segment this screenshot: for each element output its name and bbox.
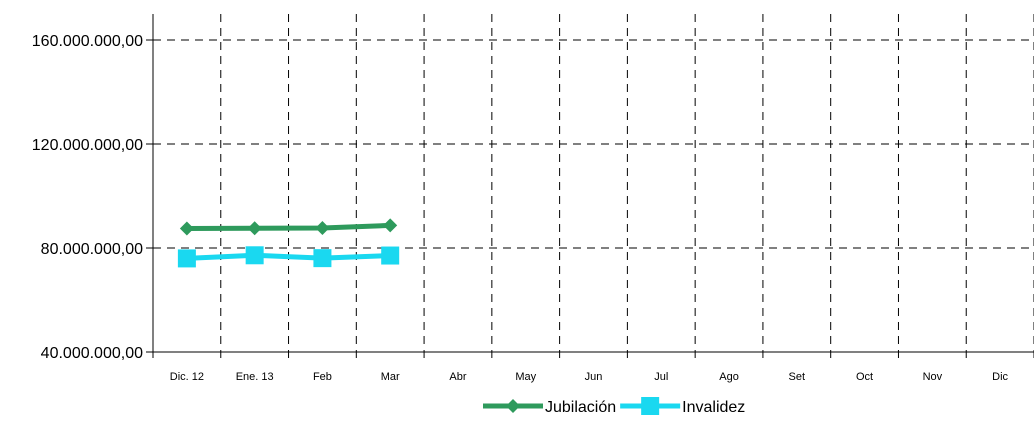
x-tick-label: Ago bbox=[719, 371, 739, 383]
data-point bbox=[177, 249, 196, 268]
series-group bbox=[177, 218, 400, 268]
data-point bbox=[245, 246, 264, 265]
x-tick-label: Mar bbox=[381, 371, 400, 383]
legend: Jubilación Invalidez bbox=[483, 397, 745, 416]
x-tick-label: Oct bbox=[856, 371, 873, 383]
legend-label: Jubilación bbox=[545, 399, 616, 416]
x-tick-label: Nov bbox=[923, 371, 943, 383]
y-axis-ticks: 40.000.000,00 80.000.000,00 120.000.000,00… bbox=[32, 33, 153, 362]
data-point bbox=[315, 220, 330, 235]
grid bbox=[153, 14, 1034, 352]
series-line bbox=[186, 252, 391, 261]
x-axis-ticks: Dic. 12 Ene. 13 Feb Mar Abr May Jun Jul Ago Set Oc… bbox=[152, 352, 1034, 383]
x-tick-label: Dic bbox=[992, 371, 1008, 383]
data-point bbox=[383, 218, 398, 233]
legend-marker bbox=[641, 397, 660, 415]
x-tick-label: Ene. 13 bbox=[236, 371, 274, 383]
x-tick-label: Jul bbox=[654, 371, 668, 383]
legend-marker bbox=[506, 399, 520, 413]
x-tick-label: Abr bbox=[449, 371, 466, 383]
data-point bbox=[247, 221, 262, 236]
y-tick-label: 80.000.000,00 bbox=[41, 241, 143, 258]
series-line bbox=[186, 222, 391, 231]
x-tick-label: Jun bbox=[585, 371, 603, 383]
data-point bbox=[313, 249, 332, 268]
legend-label: Invalidez bbox=[682, 399, 745, 416]
x-tick-label: Feb bbox=[313, 371, 332, 383]
x-tick-label: Dic. 12 bbox=[170, 371, 204, 383]
data-point bbox=[381, 246, 400, 265]
data-point bbox=[179, 221, 194, 236]
axes bbox=[152, 14, 1034, 353]
x-tick-label: May bbox=[515, 371, 536, 383]
y-tick-label: 40.000.000,00 bbox=[41, 345, 143, 362]
y-tick-label: 160.000.000,00 bbox=[32, 33, 143, 50]
x-tick-label: Set bbox=[789, 371, 806, 383]
y-tick-label: 120.000.000,00 bbox=[32, 137, 143, 154]
